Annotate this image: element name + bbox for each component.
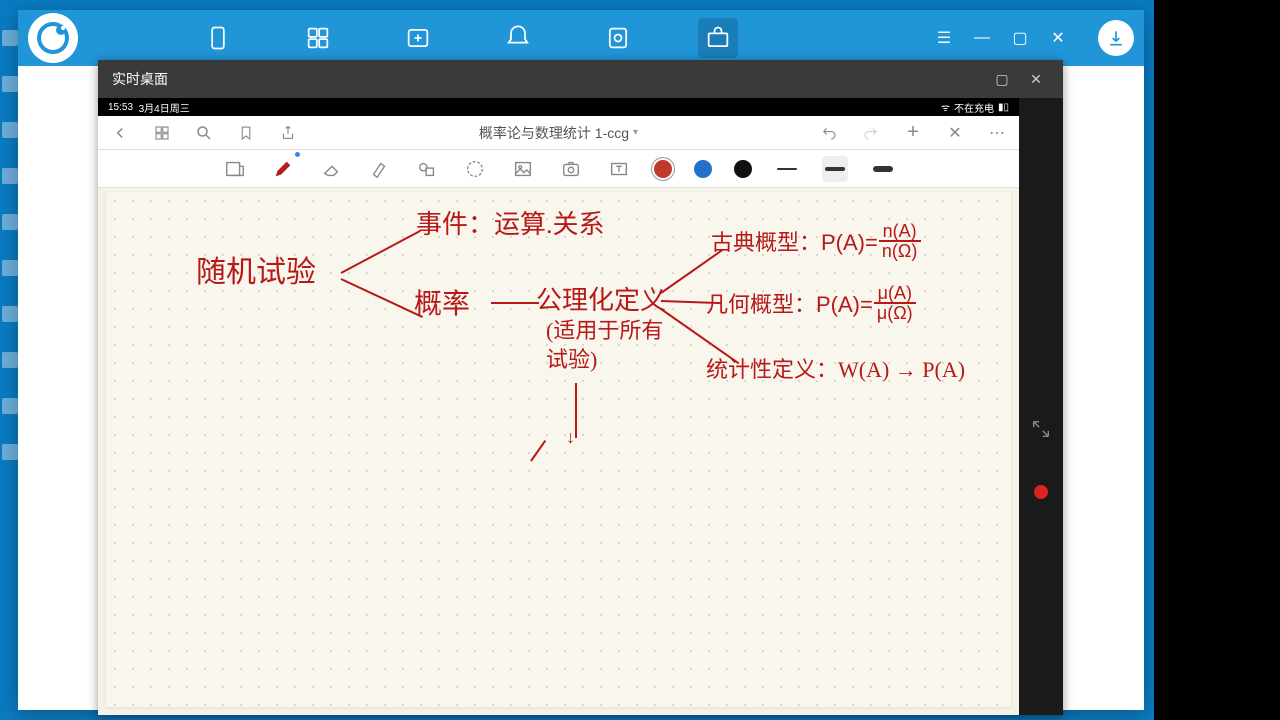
app-tabs [198, 18, 934, 58]
ipad-stream: 15:53 3月4日周三 ᯤ 不在充电 ▮▯ [98, 98, 1063, 715]
share-icon[interactable] [278, 123, 298, 143]
record-indicator[interactable] [1034, 485, 1048, 499]
status-time: 15:53 [108, 102, 133, 113]
inner-maximize-button[interactable]: ▢ [989, 66, 1015, 92]
shapes-tool[interactable] [414, 156, 440, 182]
ipad-screen: 15:53 3月4日周三 ᯤ 不在充电 ▮▯ [98, 98, 1019, 715]
ink-statistical: 统计性定义：W(A) → P(A) [706, 352, 965, 384]
menu-icon[interactable]: ☰ [934, 28, 954, 48]
camera-tool[interactable] [558, 156, 584, 182]
wifi-icon: ᯤ [941, 100, 950, 114]
stroke-thick[interactable] [870, 156, 896, 182]
ink-axiom: 公理化定义 [536, 280, 666, 317]
drawing-toolbar [98, 150, 1019, 188]
add-icon[interactable]: + [903, 123, 923, 143]
chevron-down-icon[interactable]: ▾ [633, 127, 638, 138]
document-title[interactable]: 概率论与数理统计 1-ccg [479, 123, 629, 143]
tab-bell[interactable] [498, 18, 538, 58]
window-controls: ☰ ― ▢ ✕ [934, 28, 1068, 48]
note-canvas[interactable]: 随机试验 事件：运算.关系 概率 公理化定义 (适用于所有 试验) 古典概型：P… [106, 192, 1011, 707]
ink-axiom-note: (适用于所有 试验) [546, 317, 663, 374]
note-nav-toolbar: 概率论与数理统计 1-ccg ▾ + ✕ ⋯ [98, 116, 1019, 150]
geom-den: μ(Ω) [873, 304, 917, 322]
desktop-icon[interactable] [2, 122, 18, 138]
inner-window-title: 实时桌面 [112, 69, 168, 89]
ink-root: 随机试验 [196, 247, 316, 291]
app-titlebar: ☰ ― ▢ ✕ [18, 10, 1144, 66]
minimize-button[interactable]: ― [972, 28, 992, 48]
charging-status: 不在充电 [954, 100, 994, 115]
screen-black-edge [1154, 0, 1280, 720]
stroke-medium[interactable] [822, 156, 848, 182]
desktop-icon[interactable] [2, 260, 18, 276]
battery-icon: ▮▯ [998, 102, 1009, 113]
classical-label: 古典概型：P(A)= [711, 225, 878, 257]
stream-sidebar [1019, 98, 1063, 715]
desktop-icon[interactable] [2, 76, 18, 92]
redo-icon[interactable] [861, 123, 881, 143]
realtime-desktop-window: 实时桌面 ▢ ✕ 15:53 3月4日周三 ᯤ 不在充电 ▮▯ [98, 60, 1063, 715]
search-icon[interactable] [194, 123, 214, 143]
desktop-icon[interactable] [2, 444, 18, 460]
desktop-icon[interactable] [2, 168, 18, 184]
back-icon[interactable] [110, 123, 130, 143]
text-tool[interactable] [606, 156, 632, 182]
ink-classical: 古典概型：P(A)= n(A)n(Ω) [711, 222, 921, 260]
ink-geometric: 几何概型：P(A)= μ(A)μ(Ω) [706, 284, 917, 322]
close-doc-icon[interactable]: ✕ [945, 123, 965, 143]
undo-icon[interactable] [819, 123, 839, 143]
arrow-down [575, 383, 577, 438]
expand-icon[interactable] [1030, 418, 1052, 445]
geom-label: 几何概型：P(A)= [706, 287, 873, 319]
inner-close-button[interactable]: ✕ [1023, 66, 1049, 92]
geom-num: μ(A) [874, 284, 916, 304]
grid-icon[interactable] [152, 123, 172, 143]
connector [341, 278, 423, 318]
maximize-button[interactable]: ▢ [1010, 28, 1030, 48]
color-black[interactable] [734, 160, 752, 178]
read-mode-tool[interactable] [222, 156, 248, 182]
desktop: ☰ ― ▢ ✕ 实时桌面 ▢ ✕ 15:53 3月4日周三 [0, 0, 1280, 720]
connector [341, 230, 421, 274]
close-button[interactable]: ✕ [1048, 28, 1068, 48]
app-logo [28, 13, 78, 63]
eraser-tool[interactable] [318, 156, 344, 182]
desktop-icon[interactable] [2, 352, 18, 368]
bookmark-icon[interactable] [236, 123, 256, 143]
highlighter-tool[interactable] [366, 156, 392, 182]
download-button[interactable] [1098, 20, 1134, 56]
ipad-status-bar: 15:53 3月4日周三 ᯤ 不在充电 ▮▯ [98, 98, 1019, 116]
tab-add[interactable] [398, 18, 438, 58]
tab-apps[interactable] [298, 18, 338, 58]
desktop-icon[interactable] [2, 214, 18, 230]
arrowhead: ↓ [566, 427, 575, 448]
lasso-tool[interactable] [462, 156, 488, 182]
tab-refresh[interactable] [598, 18, 638, 58]
stroke-thin[interactable] [774, 156, 800, 182]
tab-device[interactable] [198, 18, 238, 58]
desktop-icons-col [0, 0, 20, 720]
desktop-icon[interactable] [2, 398, 18, 414]
more-icon[interactable]: ⋯ [987, 123, 1007, 143]
classical-den: n(Ω) [878, 242, 921, 260]
desktop-icon[interactable] [2, 306, 18, 322]
inner-titlebar: 实时桌面 ▢ ✕ [98, 60, 1063, 98]
status-date: 3月4日周三 [139, 100, 190, 115]
stroke-mark [530, 440, 546, 462]
classical-num: n(A) [879, 222, 921, 242]
color-blue[interactable] [694, 160, 712, 178]
pen-tool[interactable] [270, 156, 296, 182]
connector [491, 302, 539, 304]
color-red[interactable] [654, 160, 672, 178]
image-tool[interactable] [510, 156, 536, 182]
ink-event: 事件：运算.关系 [416, 204, 605, 241]
desktop-icon[interactable] [2, 30, 18, 46]
tab-toolbox[interactable] [698, 18, 738, 58]
